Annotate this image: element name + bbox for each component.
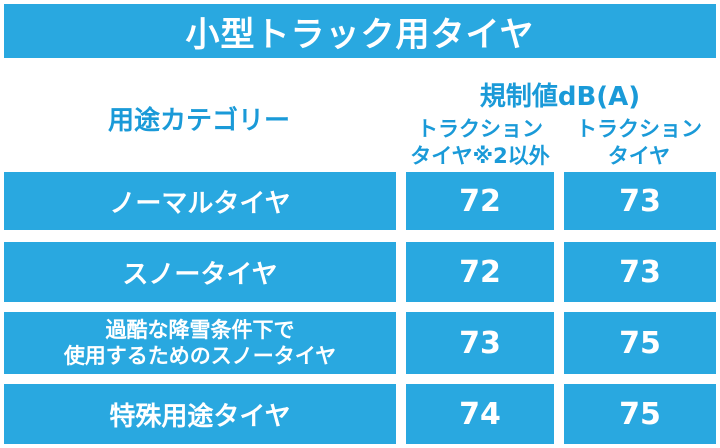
row-label-line: 使用するためのスノータイヤ [63,344,337,368]
value-traction: 73 [564,242,716,302]
row-label: 過酷な降雪条件下で 使用するためのスノータイヤ [4,312,396,374]
header-regulation: 規制値dB(A) [479,82,641,112]
value-non-traction: 74 [406,384,554,444]
table-row-snow: スノータイヤ 72 73 [4,242,716,302]
table-title: 小型トラック用タイヤ [4,4,716,58]
header-col-traction-line: トラクション [576,117,702,141]
header-col-non-traction-line: タイヤ※2以外 [410,144,550,168]
row-label: 特殊用途タイヤ [4,384,396,444]
header-col-non-traction-line: トラクション [417,117,543,141]
header-category: 用途カテゴリー [107,106,290,136]
row-label: ノーマルタイヤ [4,172,396,230]
table-row-severe-snow: 過酷な降雪条件下で 使用するためのスノータイヤ 73 75 [4,312,716,374]
value-non-traction: 73 [406,312,554,374]
value-non-traction: 72 [406,242,554,302]
value-non-traction: 72 [406,172,554,230]
value-traction: 75 [564,312,716,374]
header-col-traction: トラクション タイヤ [560,116,718,170]
header-col-non-traction: トラクション タイヤ※2以外 [400,116,560,170]
value-traction: 73 [564,172,716,230]
value-traction: 75 [564,384,716,444]
header-col-traction-line: タイヤ [607,144,671,168]
table-row-special: 特殊用途タイヤ 74 75 [4,384,716,444]
row-label-line: 過酷な降雪条件下で [105,318,295,342]
row-label: スノータイヤ [4,242,396,302]
table-row-normal: ノーマルタイヤ 72 73 [4,172,716,230]
